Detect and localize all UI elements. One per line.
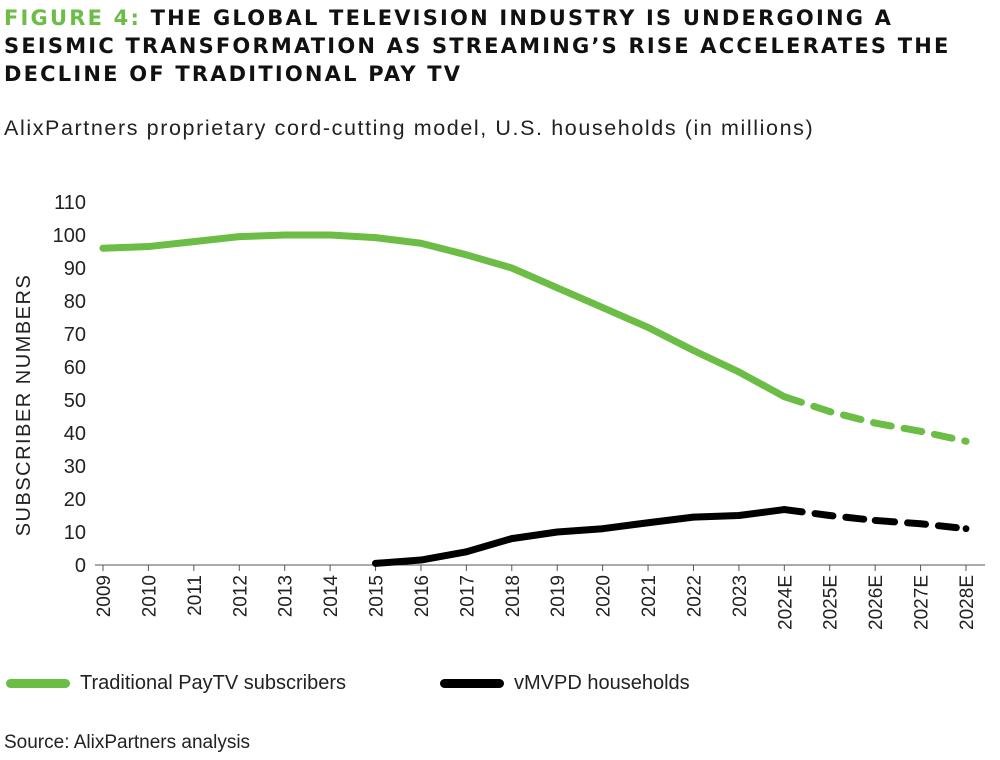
legend-label-vmvpd: vMVPD households	[514, 672, 690, 694]
x-tick-label: 2022	[684, 575, 705, 617]
series-line-paytv	[99, 231, 788, 401]
chart-subtitle: AlixPartners proprietary cord-cutting mo…	[4, 116, 815, 140]
data-point-paytv	[508, 264, 516, 272]
data-point-vmvpd	[417, 556, 425, 564]
x-tick-label: 2028E	[957, 575, 978, 630]
figure-title-text: THE GLOBAL TELEVISION INDUSTRY IS UNDERG…	[4, 6, 951, 86]
y-tick-label: 90	[64, 258, 86, 280]
data-point-paytv	[553, 284, 561, 292]
y-tick-label: 0	[75, 555, 86, 577]
data-point-paytv	[599, 304, 607, 311]
y-tick-label: 80	[64, 291, 86, 313]
data-point-paytv	[281, 231, 289, 239]
data-point-vmvpd	[780, 506, 788, 513]
data-point-vmvpd	[462, 548, 470, 556]
x-tick-label: 2026E	[866, 575, 887, 630]
legend-swatch-vmvpd	[440, 679, 504, 688]
x-tick-label: 2025E	[821, 575, 842, 630]
x-tick-label: 2020	[594, 575, 615, 617]
x-tick-label: 2014	[321, 575, 342, 618]
data-point-paytv	[372, 234, 379, 242]
data-point-paytv	[780, 393, 788, 401]
data-point-vmvpd	[644, 519, 652, 527]
x-tick-label: 2023	[730, 575, 751, 617]
data-point-paytv	[871, 419, 879, 427]
figure-title: FIGURE 4: THE GLOBAL TELEVISION INDUSTRY…	[4, 4, 994, 88]
legend-swatch-paytv	[6, 679, 70, 688]
x-tick-label: 2017	[457, 575, 478, 617]
x-axis: 2009 2010 2011 2012 2013 2014 2015 2016 2017 2018…	[94, 564, 985, 630]
data-point-vmvpd	[553, 528, 561, 536]
data-point-paytv	[99, 244, 107, 252]
data-point-paytv	[690, 347, 697, 354]
y-tick-label: 100	[53, 225, 86, 247]
data-point-vmvpd	[962, 525, 970, 533]
data-point-paytv	[826, 408, 834, 415]
y-tick-label: 110	[54, 192, 86, 214]
legend-item-paytv: Traditional PayTV subscribers	[6, 672, 346, 695]
x-tick-label: 2018	[503, 575, 524, 617]
x-tick-label: 2024E	[775, 575, 796, 630]
source-note: Source: AlixPartners analysis	[4, 732, 251, 753]
data-point-paytv	[735, 368, 743, 376]
y-tick-label: 60	[64, 357, 86, 379]
data-point-vmvpd	[372, 559, 379, 567]
x-tick-label: 2015	[367, 575, 388, 617]
series-layer	[99, 231, 970, 567]
data-point-paytv	[962, 437, 970, 445]
data-point-vmvpd	[735, 512, 743, 519]
data-point-vmvpd	[826, 512, 834, 519]
y-tick-label: 40	[64, 423, 86, 445]
x-tick-label: 2027E	[912, 575, 933, 630]
x-tick-label: 2013	[276, 575, 297, 617]
x-tick-label: 2009	[94, 575, 115, 617]
x-tick-label: 2021	[639, 575, 660, 617]
data-point-paytv	[917, 427, 924, 435]
y-tick-label: 20	[64, 489, 86, 511]
y-tick-label: 30	[64, 456, 86, 478]
data-point-paytv	[190, 238, 198, 245]
data-point-paytv	[644, 324, 652, 331]
data-point-vmvpd	[508, 535, 516, 542]
x-tick-label: 2012	[230, 575, 251, 617]
data-point-paytv	[462, 251, 470, 259]
y-axis-label: SUBSCRIBER NUMBERS	[13, 274, 35, 537]
series-forecast-line-paytv	[780, 393, 970, 445]
legend-item-vmvpd: vMVPD households	[440, 672, 690, 695]
data-point-vmvpd	[690, 513, 697, 521]
data-point-paytv	[326, 231, 334, 239]
figure-label: FIGURE 4:	[4, 6, 142, 30]
y-tick-label: 10	[64, 522, 86, 544]
y-tick-label: 70	[64, 324, 86, 346]
data-point-vmvpd	[871, 517, 879, 524]
legend-label-paytv: Traditional PayTV subscribers	[80, 672, 347, 694]
data-point-paytv	[235, 233, 243, 241]
data-point-paytv	[145, 243, 152, 250]
data-point-vmvpd	[599, 525, 607, 533]
y-axis: 0 10 20 30 40 50 60 70 80 90 100 110	[53, 192, 86, 577]
x-tick-label: 2016	[412, 575, 433, 617]
data-point-paytv	[417, 239, 425, 247]
series-line-vmvpd	[372, 506, 788, 567]
x-tick-label: 2019	[548, 575, 569, 617]
x-tick-label: 2011	[185, 575, 206, 616]
x-tick-label: 2010	[139, 575, 160, 617]
data-point-vmvpd	[917, 520, 924, 528]
y-tick-label: 50	[64, 390, 86, 412]
